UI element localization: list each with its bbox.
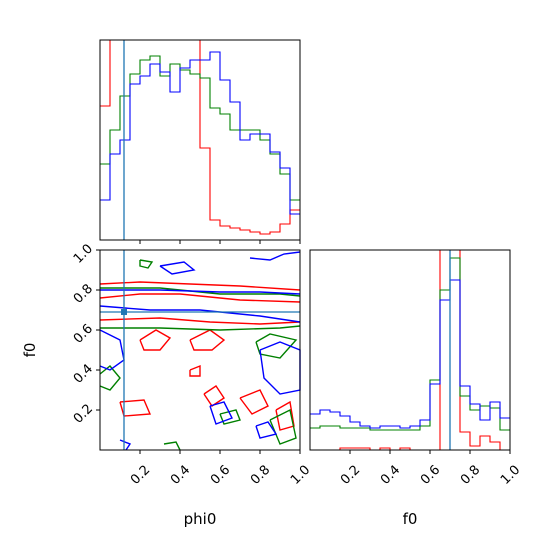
f0-hist-x-tick-label-1: 0.4 [378, 463, 403, 488]
contour-series-1-line-3 [255, 333, 298, 359]
f0-hist-x-tick-label-2: 0.6 [418, 463, 443, 488]
contour-series-0-line-2 [99, 317, 301, 325]
contour-series-2-line-0 [100, 289, 301, 295]
f0-hist-series-2 [310, 279, 510, 429]
contour-series-1-line-5 [269, 408, 297, 445]
contour-series-0-line-8 [119, 399, 152, 417]
contour-series-1-line-4 [219, 409, 241, 425]
y-axis-label-f0: f0 [21, 343, 39, 358]
contour-series-1-line-1 [100, 325, 301, 331]
x-axis-label-f0: f0 [403, 510, 418, 528]
contour-y-tick-label-4: 1.0 [71, 241, 96, 266]
panel-phi0-marginal [99, 39, 301, 244]
panel-f0-marginal: 0.2 0.4 0.6 0.8 1.0 [309, 249, 523, 488]
contour-truth-marker [121, 309, 127, 315]
contour-y-tick-label-2: 0.6 [71, 321, 96, 346]
panel-phi0-f0-contour: 0.2 0.4 0.6 0.8 1.0 0.2 0.4 0.6 0.8 1.0 [71, 241, 313, 487]
phi0-hist-series-2 [100, 51, 300, 215]
f0-hist-x-tick-label-4: 1.0 [498, 463, 523, 488]
contour-x-tick-label-2: 0.6 [208, 463, 233, 488]
contour-series-2-line-7 [119, 439, 132, 451]
contour-series-2-line-1 [99, 305, 301, 323]
contour-series-0-line-3 [139, 329, 172, 351]
phi0-hist-series-1 [100, 55, 300, 201]
contour-series-0-line-1 [99, 293, 301, 303]
contour-y-tick-label-1: 0.4 [71, 361, 96, 386]
contour-series-2-line-3 [259, 341, 301, 395]
contour-series-0-line-6 [239, 389, 269, 415]
contour-x-tick-label-1: 0.4 [168, 463, 193, 488]
contour-frame [99, 249, 301, 451]
contour-x-tick-label-4: 1.0 [288, 463, 313, 488]
x-axis-label-phi0: phi0 [184, 510, 217, 528]
contour-x-tick-label-0: 0.2 [128, 463, 153, 488]
contour-series-0-line-9 [189, 364, 201, 377]
contour-series-0-line-0 [99, 281, 301, 291]
contour-x-tick-label-3: 0.8 [248, 463, 273, 488]
contour-series-0-line-5 [203, 385, 225, 407]
contour-series-2-line-2 [99, 329, 125, 371]
contour-series-1-line-7 [139, 259, 154, 269]
contour-series-2-line-6 [255, 421, 278, 439]
contour-series-0-line-4 [189, 329, 226, 351]
contour-series-2-line-8 [249, 251, 301, 261]
contour-series-2-line-4 [159, 261, 196, 275]
f0-hist-frame [309, 249, 511, 451]
f0-hist-x-tick-label-3: 0.8 [458, 463, 483, 488]
f0-hist-x-tick-label-0: 0.2 [338, 463, 363, 488]
phi0-hist-frame [99, 39, 301, 241]
contour-series-1-line-6 [163, 441, 181, 451]
contour-series-1-line-0 [100, 287, 301, 297]
contour-y-tick-label-3: 0.8 [71, 281, 96, 306]
contour-y-tick-label-0: 0.2 [71, 401, 96, 426]
contour-series-2-line-5 [209, 401, 233, 425]
